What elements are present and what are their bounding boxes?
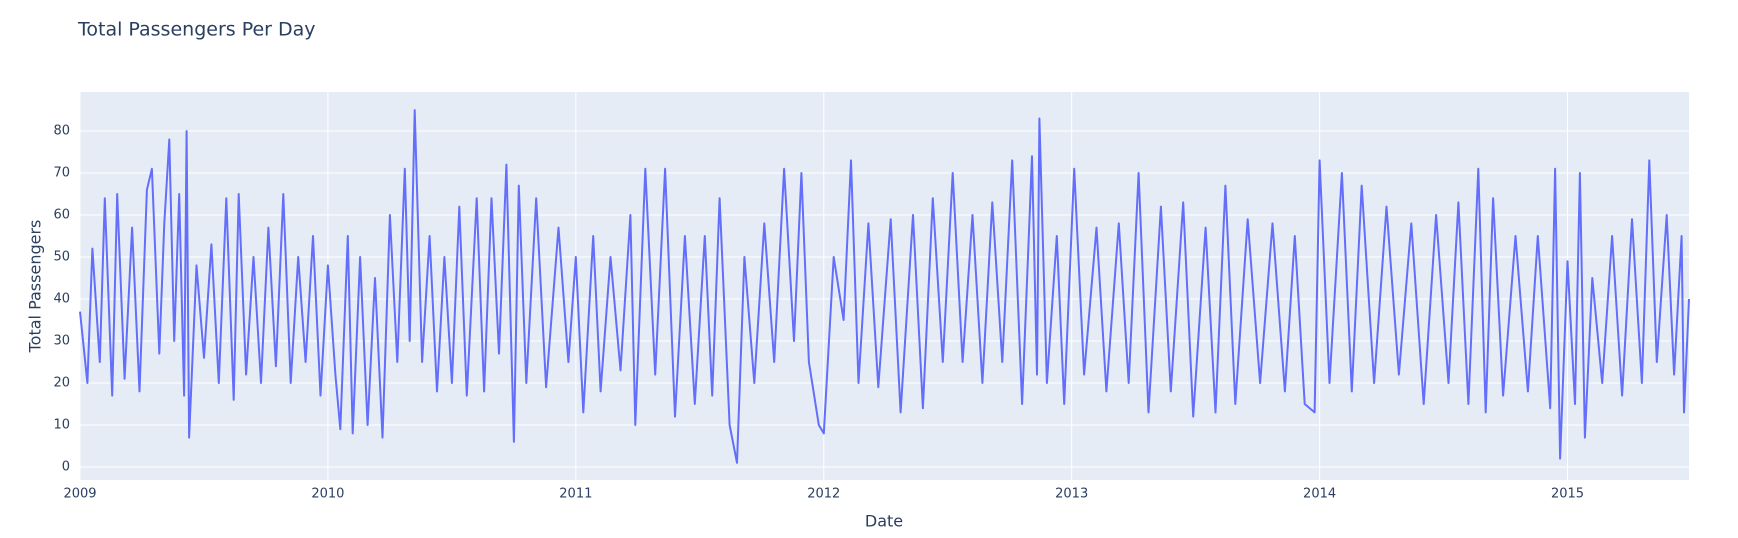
y-tick-label: 10: [53, 417, 70, 432]
x-tick-label: 2011: [559, 487, 592, 502]
y-tick-label: 70: [53, 166, 70, 181]
chart-title: Total Passengers Per Day: [77, 19, 316, 41]
y-tick-label: 80: [53, 124, 70, 139]
x-tick-label: 2009: [63, 487, 96, 502]
y-tick-label: 50: [53, 250, 70, 265]
x-tick-label: 2015: [1551, 487, 1584, 502]
y-axis-title: Total Passengers: [26, 220, 45, 354]
x-tick-label: 2013: [1055, 487, 1088, 502]
y-tick-label: 40: [53, 292, 70, 307]
plot-area: [80, 92, 1689, 480]
x-tick-label: 2012: [807, 487, 840, 502]
y-tick-label: 30: [53, 334, 70, 349]
y-tick-label: 20: [53, 376, 70, 391]
x-tick-label: 2010: [311, 487, 344, 502]
y-tick-label: 60: [53, 208, 70, 223]
line: [79, 109, 1690, 464]
x-tick-label: 2014: [1303, 487, 1336, 502]
y-tick-label: 0: [62, 459, 70, 474]
x-axis-title: Date: [865, 512, 903, 531]
